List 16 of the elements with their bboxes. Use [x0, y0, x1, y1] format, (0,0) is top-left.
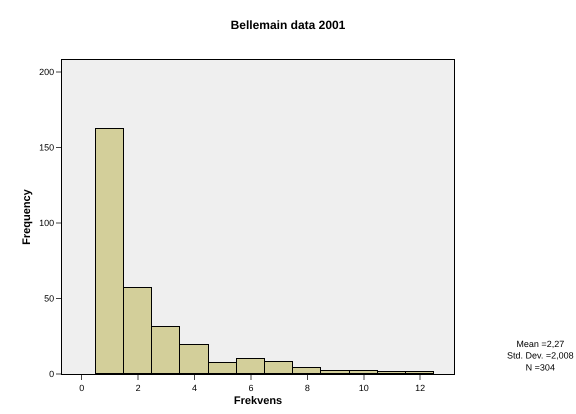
text: Mean =2,27 Std. Dev. =2,008 N =304	[507, 339, 574, 372]
x-tick-label: 4	[192, 382, 198, 393]
x-tick-label: 8	[304, 382, 310, 393]
chart-title: Bellemain data 2001	[230, 18, 346, 32]
x-axis-title: Frekvens	[234, 395, 282, 407]
y-tick-label: 200	[39, 67, 54, 78]
x-tick-label: 12	[415, 382, 426, 393]
y-tick-label: 100	[39, 218, 54, 228]
y-tick-label: 150	[39, 142, 54, 153]
x-tick-label: 10	[358, 382, 369, 393]
y-tick-label: 0	[49, 369, 54, 380]
y-axis-title: Frequency	[20, 188, 33, 245]
x-tick-label: 2	[136, 382, 141, 393]
x-tick-label: 0	[79, 382, 84, 393]
x-tick-label: 6	[248, 382, 254, 393]
y-tick-label: 50	[44, 294, 54, 304]
